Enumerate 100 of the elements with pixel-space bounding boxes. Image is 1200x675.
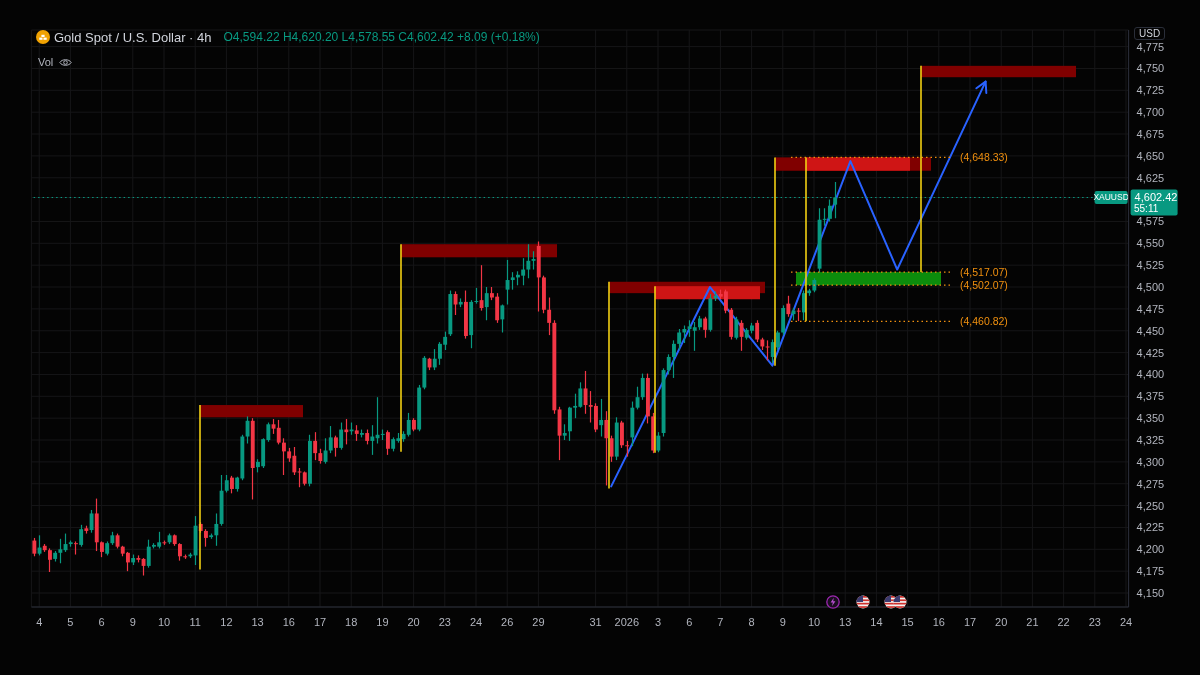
candlestick <box>334 435 338 458</box>
candlestick <box>245 415 250 445</box>
chart-subtitle: O4,594.22 H4,620.20 L4,578.55 C4,602.42 +8.09 (+0.18%) <box>223 30 540 44</box>
x-tick-label: 6 <box>98 615 105 628</box>
x-tick-label: 13 <box>251 615 264 628</box>
x-tick-label: 29 <box>532 615 545 628</box>
x-tick-label: 10 <box>157 615 171 628</box>
candlestick <box>599 398 604 438</box>
x-tick-label: 14 <box>870 615 883 628</box>
candlestick <box>32 537 37 557</box>
candlestick <box>776 330 780 351</box>
candlestick <box>500 303 505 334</box>
candlestick <box>339 421 344 451</box>
candlestick <box>297 467 302 488</box>
x-tick-label: 16 <box>932 615 945 628</box>
candlestick <box>323 437 328 465</box>
candlestick <box>703 316 708 339</box>
y-tick-label: 4,525 <box>1136 259 1165 272</box>
y-tick-label: 4,675 <box>1136 128 1165 141</box>
y-tick-label: 4,350 <box>1136 412 1165 425</box>
candlestick <box>672 339 676 379</box>
y-tick-label: 4,300 <box>1136 455 1165 468</box>
y-tick-label: 4,375 <box>1136 390 1165 403</box>
candlestick <box>692 321 697 352</box>
y-tick-label: 4,602.42 <box>1134 191 1178 204</box>
x-tick-label: 3 <box>654 615 662 628</box>
y-tick-label: 4,175 <box>1136 565 1165 578</box>
candlestick <box>656 431 661 453</box>
x-tick-label: 15 <box>901 615 914 628</box>
candlestick <box>828 199 832 223</box>
x-tick-label: 8 <box>748 615 755 628</box>
candlestick <box>739 319 744 352</box>
candlestick <box>276 419 281 445</box>
candlestick <box>37 534 42 557</box>
candlestick <box>677 328 682 351</box>
candlestick <box>282 437 286 476</box>
y-tick-label: 4,725 <box>1136 84 1165 97</box>
x-tick-label: 20 <box>407 615 420 628</box>
candlestick <box>640 372 645 401</box>
candlestick <box>734 316 739 341</box>
y-tick-label: 4,575 <box>1136 215 1165 228</box>
candlestick <box>146 539 151 569</box>
annotation: Vol <box>38 56 54 68</box>
candlestick <box>635 386 640 411</box>
y-tick-label: 4,775 <box>1136 40 1165 53</box>
x-tick-label: 31 <box>589 615 602 628</box>
x-tick-label: 10 <box>807 615 821 628</box>
y-tick-label: 4,475 <box>1136 302 1165 315</box>
x-tick-label: 24 <box>469 615 483 628</box>
candlestick <box>79 524 84 548</box>
y-tick-label: 4,225 <box>1136 521 1165 534</box>
candlestick <box>568 406 572 442</box>
candlestick <box>214 512 219 547</box>
candlestick <box>583 370 588 415</box>
y-tick-label: 4,625 <box>1136 171 1165 184</box>
candlestick <box>453 290 458 316</box>
candlestick <box>484 286 489 321</box>
x-tick-label: 11 <box>189 615 201 628</box>
y-tick-label: 4,425 <box>1136 346 1165 359</box>
x-tick-label: 9 <box>129 615 136 628</box>
x-tick-label: 24 <box>1119 615 1133 628</box>
ref-line-label: XAUUSD <box>1093 192 1129 203</box>
candlestick <box>89 509 94 534</box>
y-tick-label: 4,700 <box>1136 106 1165 119</box>
x-tick-label: 6 <box>686 615 693 628</box>
candlestick <box>386 429 390 456</box>
x-tick-label: 16 <box>282 615 295 628</box>
y-tick-label: 4,400 <box>1136 368 1165 381</box>
y-tick-label: 4,550 <box>1136 237 1165 250</box>
ref-line-label: (4,460.82) <box>960 315 1008 328</box>
candlestick <box>328 425 333 454</box>
x-tick-label: 7 <box>717 615 724 628</box>
ref-line-label: (4,502.07) <box>960 279 1008 292</box>
y-axis-title: USD <box>1134 27 1166 40</box>
x-tick-label: 20 <box>995 615 1008 628</box>
x-tick-label: 9 <box>779 615 786 628</box>
candlestick <box>505 259 510 306</box>
x-tick-label: 21 <box>1026 615 1039 628</box>
x-tick-label: 17 <box>313 615 327 628</box>
y-tick-label: 4,275 <box>1136 477 1165 490</box>
candlestick <box>609 435 614 463</box>
y-tick-label: 4,200 <box>1136 543 1165 556</box>
candlestick <box>755 319 760 343</box>
candlestick <box>620 420 624 449</box>
candlestick <box>479 264 484 312</box>
candlestick <box>604 410 609 487</box>
chart-title: Gold Spot / U.S. Dollar · 4h <box>54 29 212 45</box>
x-tick-label: 19 <box>376 615 389 628</box>
y-tick-label: 4,250 <box>1136 499 1165 512</box>
y-tick-label: 4,650 <box>1136 149 1165 162</box>
y-tick-label: 4,450 <box>1136 324 1165 337</box>
x-tick-label: 26 <box>501 615 514 628</box>
x-tick-label: 2026 <box>614 615 640 628</box>
x-tick-label: 18 <box>345 615 358 628</box>
candlestick <box>666 353 671 376</box>
x-tick-label: 12 <box>220 615 233 628</box>
candlestick <box>406 412 411 438</box>
x-tick-label: 23 <box>1088 615 1101 628</box>
ref-line-label: (4,648.33) <box>960 151 1008 164</box>
x-tick-label: 5 <box>67 615 74 628</box>
